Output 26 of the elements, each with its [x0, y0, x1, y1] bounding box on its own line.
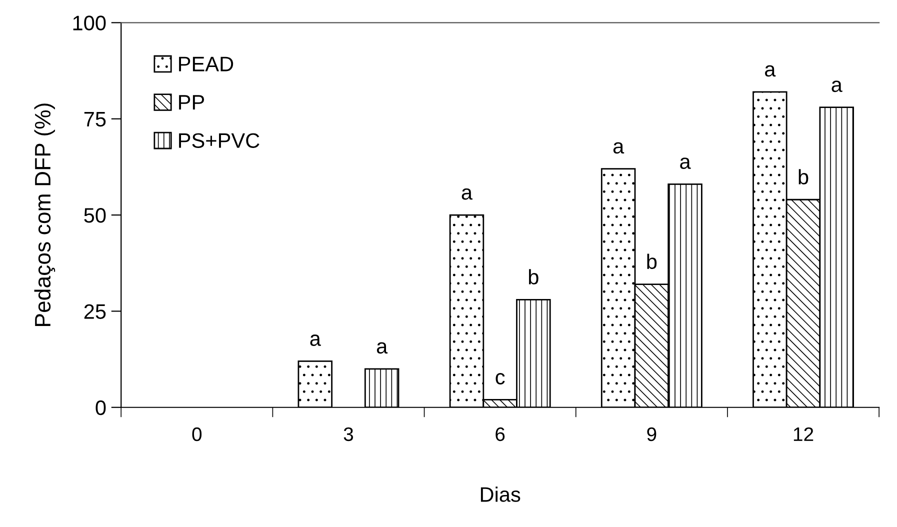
data-label: b: [647, 254, 657, 270]
y-axis-title: Pedaços com DFP (%): [34, 104, 56, 326]
x-tick-label: 0: [192, 427, 202, 442]
x-axis-title: Dias: [480, 486, 520, 502]
data-label: a: [376, 342, 388, 354]
data-label: c: [496, 373, 505, 384]
data-label: b: [798, 169, 808, 184]
y-tick-label: 25: [84, 304, 106, 319]
y-tick-label: 75: [84, 112, 106, 127]
x-tick-label: 6: [496, 427, 505, 442]
x-tick-label: 9: [647, 427, 656, 442]
data-label: a: [462, 188, 473, 200]
data-label: a: [613, 142, 624, 154]
y-tick-label: 50: [84, 208, 106, 223]
data-label: a: [310, 334, 321, 346]
legend-label: PS+PVC: [179, 133, 260, 148]
data-label: a: [680, 158, 691, 170]
data-label: b: [528, 269, 538, 284]
x-tick-label: 3: [344, 427, 354, 442]
legend-label: PP: [179, 95, 204, 110]
legend-label: PEAD: [179, 56, 234, 72]
y-tick-label: 0: [96, 400, 106, 416]
data-label: a: [765, 65, 776, 77]
y-tick-label: 100: [73, 16, 106, 30]
data-label: a: [832, 80, 842, 92]
x-tick-label: 12: [794, 427, 814, 441]
